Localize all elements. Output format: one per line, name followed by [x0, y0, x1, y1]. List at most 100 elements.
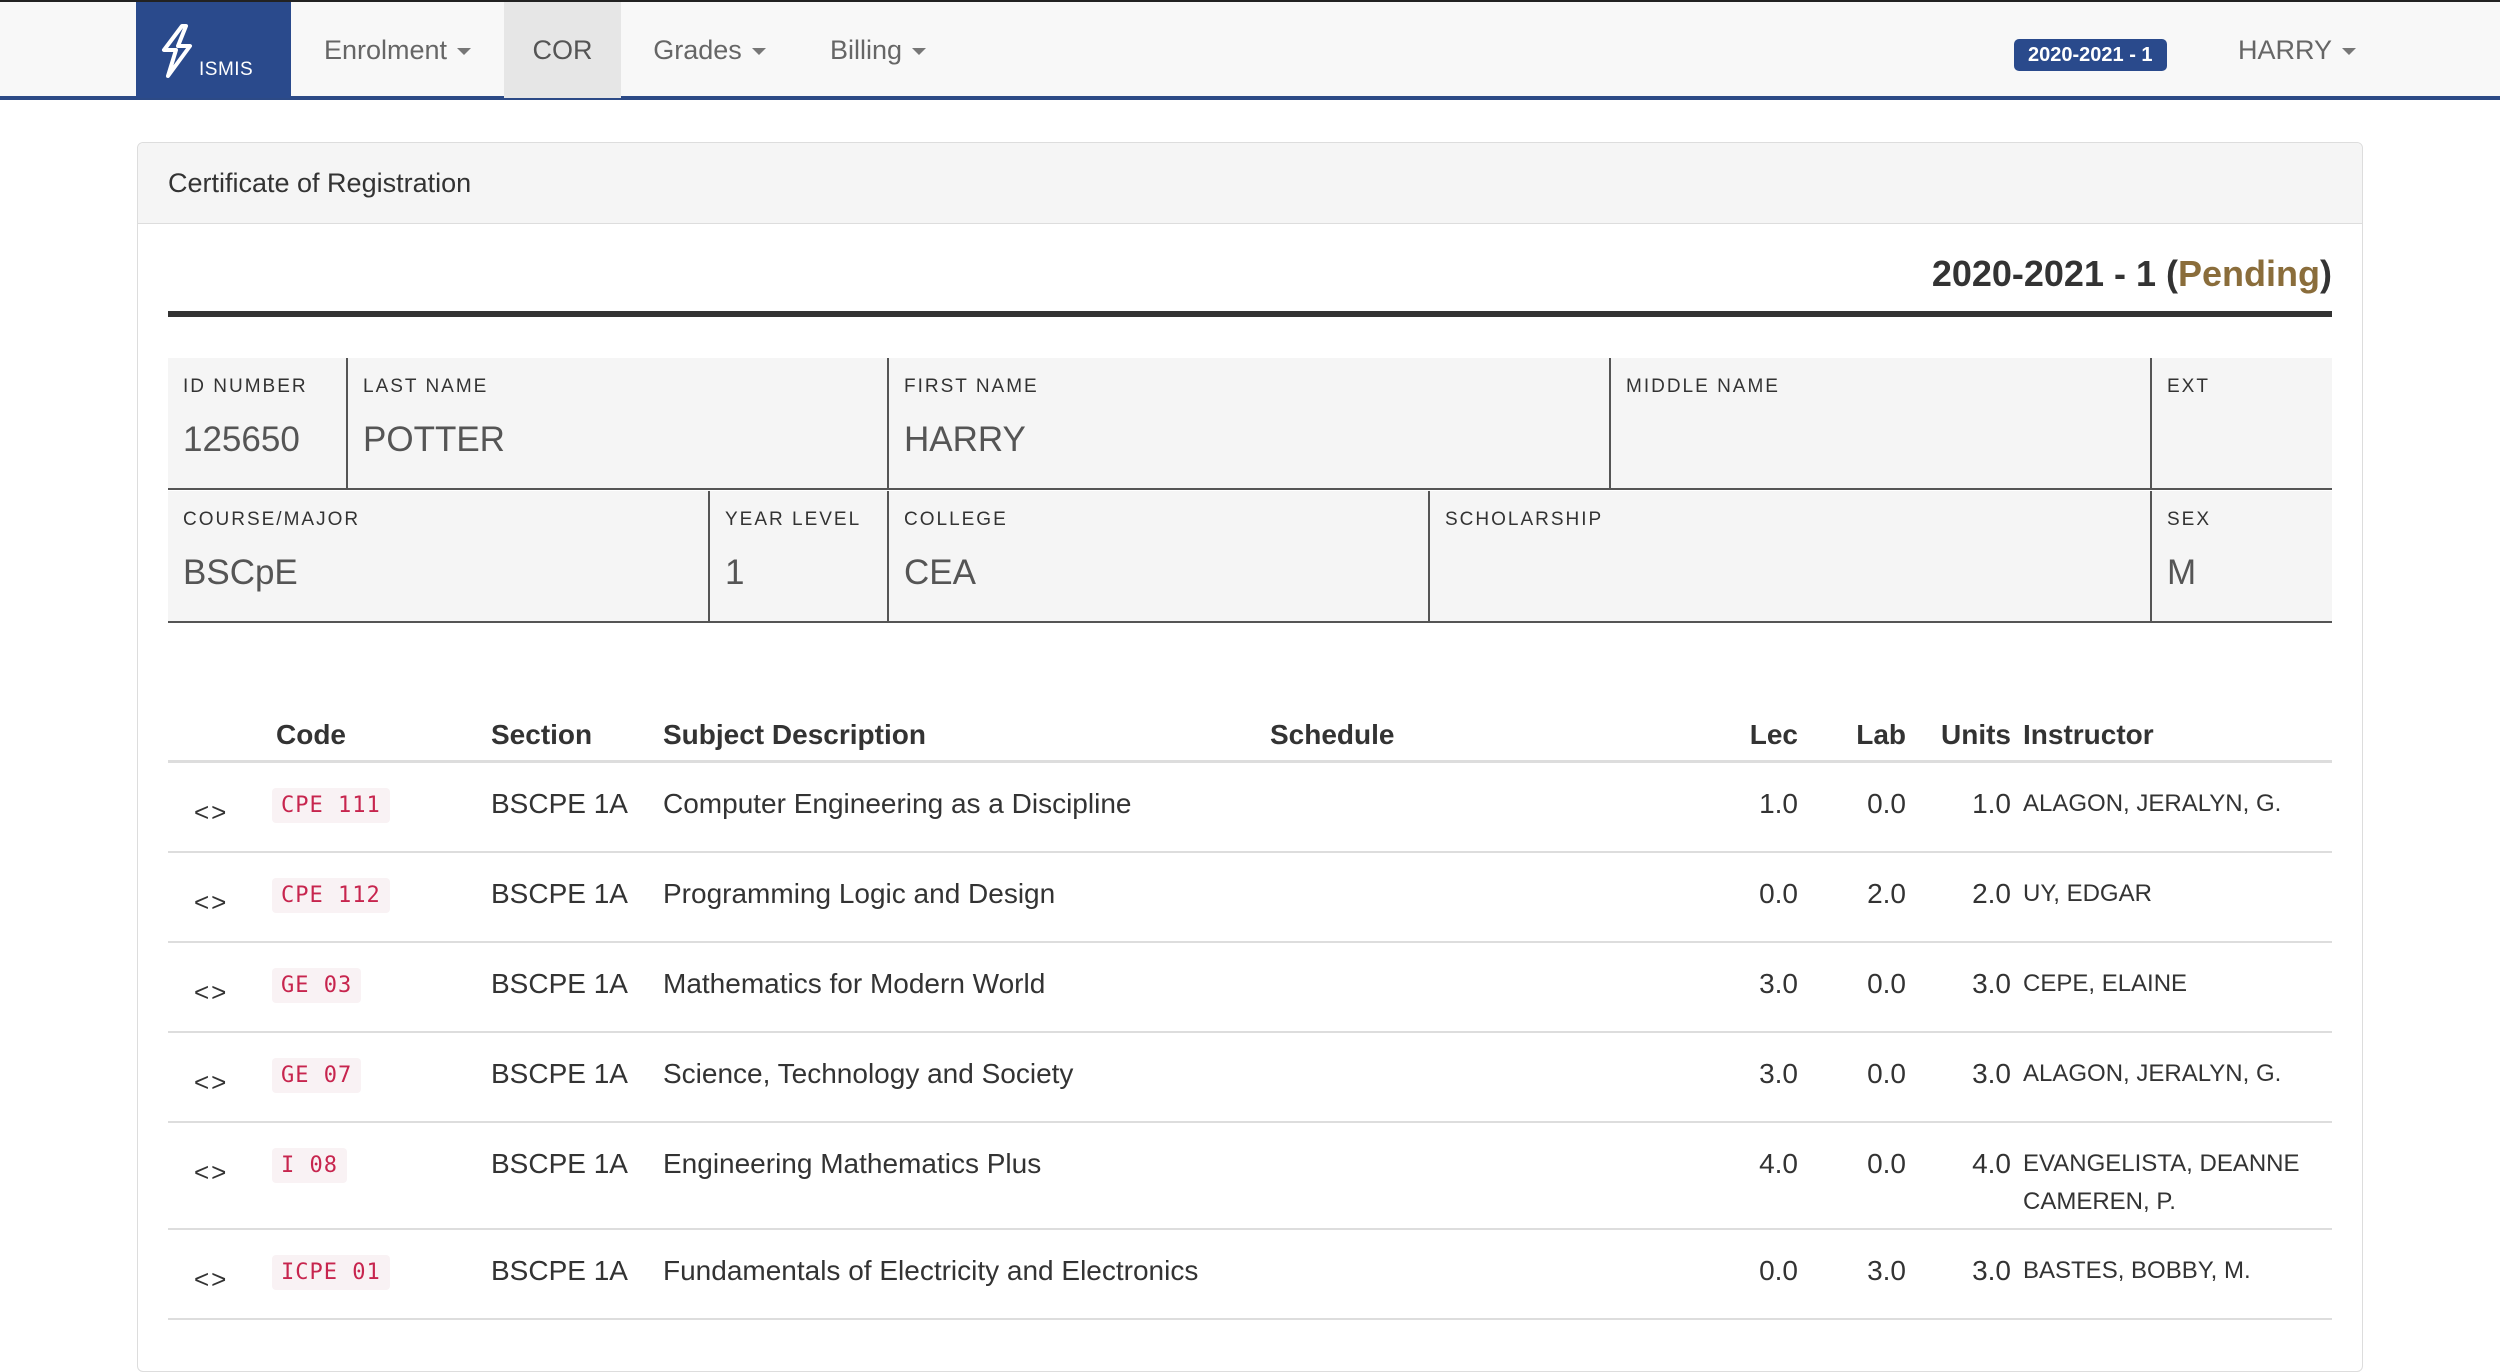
subject-units: 3.0 [1972, 968, 2011, 999]
brand-logo[interactable]: ISMIS [136, 2, 291, 98]
subject-section: BSCPE 1A [491, 1148, 628, 1179]
nav-cor[interactable]: COR [504, 2, 621, 98]
year-level-cell: YEAR LEVEL 1 [708, 491, 889, 621]
subject-code: I 08 [272, 1148, 347, 1183]
col-description: Subject Description [663, 719, 926, 750]
term-heading: 2020-2021 - 1 (Pending) [1931, 253, 2332, 294]
subject-description: Mathematics for Modern World [663, 968, 1046, 999]
ext-cell: EXT [2150, 358, 2332, 488]
student-info-row-2: COURSE/MAJOR BSCpE YEAR LEVEL 1 COLLEGE … [168, 491, 2332, 623]
col-lec: Lec [1749, 719, 1798, 750]
col-code: Code [276, 719, 346, 750]
college-value: CEA [904, 553, 976, 592]
ext-label: EXT [2167, 376, 2210, 397]
expand-code-icon[interactable]: <> [194, 1067, 229, 1097]
panel-heading: Certificate of Registration [138, 143, 2362, 224]
nav-grades[interactable]: Grades [621, 2, 798, 98]
middle-name-label: MIDDLE NAME [1626, 376, 1780, 397]
col-instructor: Instructor [2023, 719, 2154, 750]
nav-enrolment-label: Enrolment [323, 35, 448, 65]
col-schedule: Schedule [1270, 719, 1395, 750]
table-row[interactable]: <> GE 07 BSCPE 1A Science, Technology an… [168, 1033, 2332, 1123]
subject-code: CPE 111 [272, 788, 390, 823]
year-level-label: YEAR LEVEL [725, 509, 862, 530]
sex-cell: SEX M [2150, 491, 2332, 621]
table-row[interactable]: <> I 08 BSCPE 1A Engineering Mathematics… [168, 1123, 2332, 1230]
caret-down-icon [457, 48, 472, 56]
subject-code: GE 03 [272, 968, 362, 1003]
first-name-value: HARRY [904, 420, 1026, 459]
subject-lab: 0.0 [1867, 1148, 1906, 1179]
nav-cor-label: COR [532, 35, 593, 65]
user-menu[interactable]: HARRY [2222, 2, 2372, 98]
subject-code: GE 07 [272, 1058, 362, 1093]
subject-description: Fundamentals of Electricity and Electron… [663, 1255, 1199, 1286]
status-badge: Pending [2178, 253, 2320, 294]
subject-description: Science, Technology and Society [663, 1058, 1074, 1089]
subject-lec: 4.0 [1759, 1148, 1798, 1179]
table-row[interactable]: <> ICPE 01 BSCPE 1A Fundamentals of Elec… [168, 1230, 2332, 1320]
subject-units: 3.0 [1972, 1255, 2011, 1286]
subject-units: 3.0 [1972, 1058, 2011, 1089]
caret-down-icon [912, 48, 927, 56]
col-section: Section [491, 719, 593, 750]
expand-code-icon[interactable]: <> [194, 977, 229, 1007]
id-number-value: 125650 [183, 420, 300, 459]
cor-panel: Certificate of Registration 2020-2021 - … [137, 142, 2363, 1372]
table-row[interactable]: <> CPE 111 BSCPE 1A Computer Engineering… [168, 763, 2332, 853]
term-label: 2020-2021 - 1 [1931, 253, 2156, 294]
last-name-label: LAST NAME [363, 376, 489, 397]
subject-lec: 0.0 [1759, 878, 1798, 909]
expand-code-icon[interactable]: <> [194, 1264, 229, 1294]
id-number-cell: ID NUMBER 125650 [168, 358, 348, 488]
subject-section: BSCPE 1A [491, 968, 628, 999]
sex-value: M [2167, 553, 2197, 592]
subject-section: BSCPE 1A [491, 788, 628, 819]
sex-label: SEX [2167, 509, 2212, 530]
subject-section: BSCPE 1A [491, 1255, 628, 1286]
caret-down-icon [751, 48, 766, 56]
ismis-logo-icon [162, 24, 192, 78]
subject-lab: 2.0 [1867, 878, 1906, 909]
last-name-cell: LAST NAME POTTER [346, 358, 889, 488]
col-lab: Lab [1856, 719, 1906, 750]
subject-lab: 0.0 [1867, 788, 1906, 819]
user-menu-label: HARRY [2237, 35, 2333, 65]
subject-instructor: CEPE, ELAINE [2023, 970, 2188, 997]
subject-lab: 0.0 [1867, 1058, 1906, 1089]
first-name-cell: FIRST NAME HARRY [887, 358, 1611, 488]
table-row[interactable]: <> GE 03 BSCPE 1A Mathematics for Modern… [168, 943, 2332, 1033]
subject-instructor: ALAGON, JERALYN, G. [2023, 790, 2282, 817]
nav-grades-label: Grades [653, 35, 742, 65]
col-units: Units [1941, 719, 2011, 750]
course-cell: COURSE/MAJOR BSCpE [168, 491, 710, 621]
subject-code: CPE 112 [272, 878, 390, 913]
caret-down-icon [2342, 48, 2357, 56]
expand-code-icon[interactable]: <> [194, 887, 229, 917]
expand-code-icon[interactable]: <> [194, 797, 229, 827]
subject-instructor: EVANGELISTA, DEANNE CAMEREN, P. [2023, 1150, 2300, 1215]
subject-section: BSCPE 1A [491, 1058, 628, 1089]
course-value: BSCpE [183, 553, 298, 592]
id-number-label: ID NUMBER [183, 376, 308, 397]
subject-code: ICPE 01 [272, 1255, 390, 1290]
scholarship-cell: SCHOLARSHIP [1428, 491, 2152, 621]
subject-units: 2.0 [1972, 878, 2011, 909]
subject-instructor: UY, EDGAR [2023, 880, 2152, 907]
brand-name: ISMIS [199, 59, 254, 80]
divider [168, 311, 2332, 317]
middle-name-cell: MIDDLE NAME [1609, 358, 2152, 488]
subject-lec: 1.0 [1759, 788, 1798, 819]
year-level-value: 1 [725, 553, 745, 592]
panel-title: Certificate of Registration [168, 168, 472, 198]
subject-section: BSCPE 1A [491, 878, 628, 909]
subject-lab: 3.0 [1867, 1255, 1906, 1286]
table-row[interactable]: <> CPE 112 BSCPE 1A Programming Logic an… [168, 853, 2332, 943]
nav-enrolment[interactable]: Enrolment [291, 2, 504, 98]
subject-units: 1.0 [1972, 788, 2011, 819]
expand-code-icon[interactable]: <> [194, 1157, 229, 1187]
student-info-row-1: ID NUMBER 125650 LAST NAME POTTER FIRST … [168, 358, 2332, 490]
nav-billing[interactable]: Billing [798, 2, 958, 98]
college-cell: COLLEGE CEA [887, 491, 1430, 621]
subject-description: Engineering Mathematics Plus [663, 1148, 1042, 1179]
